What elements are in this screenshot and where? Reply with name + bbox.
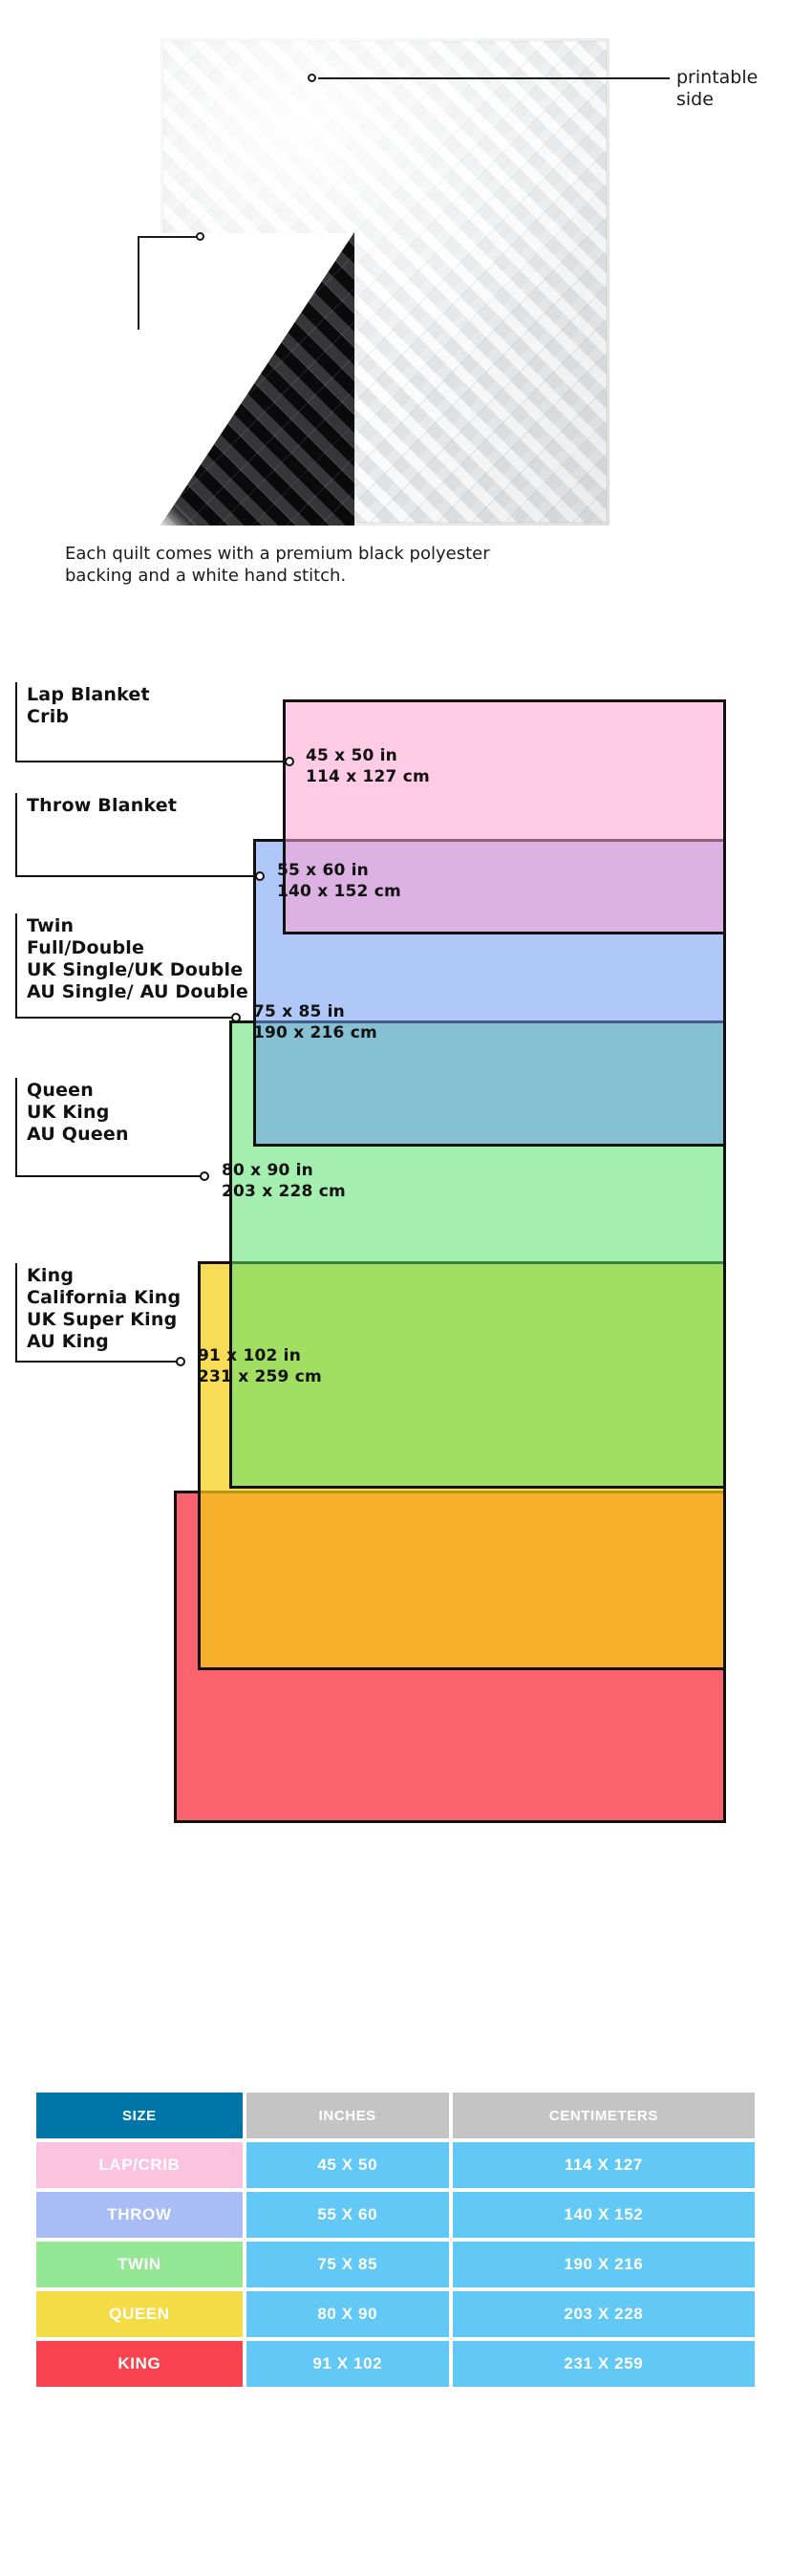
table-header-centimeters: CENTIMETERS [452, 2093, 755, 2138]
table-cell-centimeters-king: 231 X 259 [452, 2341, 755, 2387]
leader-vertical-lap-crib [15, 682, 17, 762]
leader-dot-king [176, 1357, 185, 1366]
leader-dot-queen [200, 1171, 209, 1181]
table-header-row: SIZE INCHES CENTIMETERS [36, 2093, 755, 2138]
table-row: LAP/CRIB 45 X 50 114 X 127 [36, 2142, 755, 2188]
table-cell-inches-king: 91 X 102 [246, 2341, 449, 2387]
dimension-label-king: 91 x 102 in 231 x 259 cm [198, 1346, 322, 1386]
leader-horizontal-king [15, 1361, 179, 1363]
leader-dot-twin [231, 1013, 241, 1022]
leader-vertical-twin [15, 913, 17, 1019]
group-label-queen: Queen UK King AU Queen [27, 1080, 129, 1145]
table-row: QUEEN 80 X 90 203 X 228 [36, 2291, 755, 2337]
size-rect-lap-crib [283, 699, 726, 934]
leader-dot-throw [255, 871, 265, 881]
table-cell-inches-twin: 75 X 85 [246, 2242, 449, 2287]
size-comparison-diagram: Lap Blanket Crib 45 x 50 in 114 x 127 cm… [0, 669, 791, 2054]
leader-vertical-queen [15, 1078, 17, 1177]
leader-horizontal-twin [15, 1017, 234, 1019]
table-cell-inches-throw: 55 X 60 [246, 2192, 449, 2238]
backing-leader-horizontal [138, 236, 198, 238]
size-table-section: SIZE INCHES CENTIMETERS LAP/CRIB 45 X 50… [32, 2089, 759, 2391]
product-photo-caption: Each quilt comes with a premium black po… [65, 544, 490, 586]
table-header-inches: INCHES [246, 2093, 449, 2138]
table-cell-centimeters-twin: 190 X 216 [452, 2242, 755, 2287]
printable-side-label: printable side [676, 67, 759, 110]
group-label-twin: Twin Full/Double UK Single/UK Double AU … [27, 915, 248, 1002]
table-row: THROW 55 X 60 140 X 152 [36, 2192, 755, 2238]
table-cell-size-twin: TWIN [36, 2242, 243, 2287]
leader-horizontal-lap-crib [15, 761, 288, 762]
leader-dot-lap-crib [285, 757, 294, 766]
printable-side-marker-dot [308, 74, 316, 82]
leader-horizontal-queen [15, 1175, 203, 1177]
leader-vertical-king [15, 1263, 17, 1363]
table-cell-inches-lap-crib: 45 X 50 [246, 2142, 449, 2188]
dimension-label-throw: 55 x 60 in 140 x 152 cm [277, 861, 401, 901]
group-label-king: King California King UK Super King AU Ki… [27, 1265, 182, 1352]
product-photo-section: printable side Each quilt comes with a p… [0, 0, 791, 592]
leader-vertical-throw [15, 793, 17, 877]
table-header-size: SIZE [36, 2093, 243, 2138]
table-cell-size-lap-crib: LAP/CRIB [36, 2142, 243, 2188]
group-label-lap-crib: Lap Blanket Crib [27, 684, 150, 727]
table-cell-size-throw: THROW [36, 2192, 243, 2238]
dimension-label-queen: 80 x 90 in 203 x 228 cm [222, 1161, 346, 1201]
table-cell-inches-queen: 80 X 90 [246, 2291, 449, 2337]
quilt-illustration [160, 38, 609, 526]
dimension-label-twin: 75 x 85 in 190 x 216 cm [253, 1002, 377, 1042]
table-cell-centimeters-throw: 140 X 152 [452, 2192, 755, 2238]
table-cell-centimeters-lap-crib: 114 X 127 [452, 2142, 755, 2188]
backing-leader-vertical [138, 236, 139, 330]
table-row: TWIN 75 X 85 190 X 216 [36, 2242, 755, 2287]
dimension-label-lap-crib: 45 x 50 in 114 x 127 cm [306, 746, 430, 786]
size-table: SIZE INCHES CENTIMETERS LAP/CRIB 45 X 50… [32, 2089, 759, 2391]
printable-side-leader-line [318, 77, 670, 79]
table-cell-centimeters-queen: 203 X 228 [452, 2291, 755, 2337]
table-row: KING 91 X 102 231 X 259 [36, 2341, 755, 2387]
quilt-black-backing-fold [160, 232, 354, 526]
leader-horizontal-throw [15, 875, 258, 877]
table-cell-size-king: KING [36, 2341, 243, 2387]
group-label-throw: Throw Blanket [27, 795, 178, 816]
table-cell-size-queen: QUEEN [36, 2291, 243, 2337]
